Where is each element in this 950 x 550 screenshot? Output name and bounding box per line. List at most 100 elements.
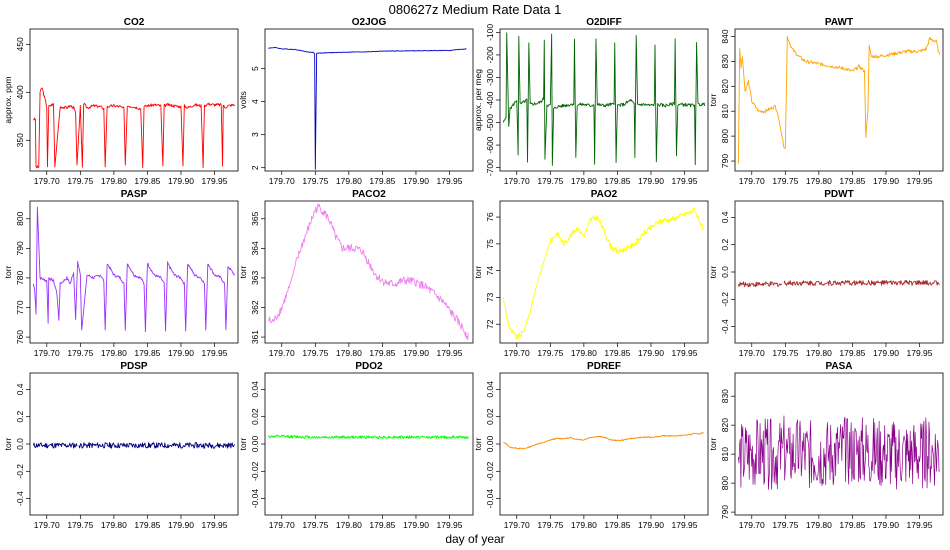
figure-xlabel: day of year [445,532,504,546]
y-axis-label: torr [238,265,248,278]
x-tick-label: 179.80 [101,520,127,530]
y-axis-label: torr [238,437,248,450]
x-tick-label: 179.95 [907,348,933,358]
y-tick-label: 830 [720,54,730,68]
y-tick-label: 0.4 [720,211,730,223]
panel-title: PDREF [587,361,621,372]
plot-frame [734,28,944,172]
x-tick-label: 179.70 [34,520,60,530]
panel-title: O2DIFF [586,17,622,28]
y-tick-label: 800 [15,211,25,225]
y-tick-label: 72 [485,319,495,329]
x-tick-label: 179.95 [437,348,463,358]
y-tick-label: 800 [720,476,730,490]
x-tick-label: 179.95 [202,176,228,186]
y-tick-label: 0.00 [250,435,260,452]
x-tick-label: 179.85 [134,520,160,530]
y-tick-label: -0.2 [720,292,730,307]
x-tick-label: 179.75 [537,348,563,358]
x-tick-label: 179.80 [101,348,127,358]
x-tick-label: 179.85 [369,520,395,530]
x-tick-label: 179.95 [672,176,698,186]
y-tick-label: 780 [15,271,25,285]
x-tick-label: 179.75 [302,348,328,358]
panel-pdwt: PDWT 179.70 179.75 179.80 179.85 179.90 179.95… [708,189,944,358]
x-tick-label: 179.85 [134,348,160,358]
y-axis-label: volts [238,91,248,108]
x-tick-label: 179.75 [537,176,563,186]
y-tick-label: 820 [720,79,730,93]
y-tick-label: -500 [485,114,495,131]
panel-title: PDWT [824,189,853,200]
panel-pdo2: PDO2 179.70 179.75 179.80 179.85 179.90 179.95… [238,361,474,530]
series-line-pasa-1 [782,415,790,481]
x-tick-label: 179.80 [101,176,127,186]
panel-title: PDSP [120,361,148,372]
y-axis-label: torr [473,265,483,278]
y-axis-label: torr [473,437,483,450]
series-line-co2-0 [33,87,236,169]
y-tick-label: -100 [485,24,495,41]
y-tick-label: -0.4 [15,491,25,506]
series-line-pdwt-1 [783,279,940,286]
figure-title: 080627z Medium Rate Data 1 [389,2,562,17]
x-tick-label: 179.70 [504,520,530,530]
plot-frame [29,28,239,172]
y-tick-label: 361 [250,330,260,344]
x-tick-label: 179.70 [504,348,530,358]
series-line-o2jog-0 [268,46,467,170]
panel-o2diff: O2DIFF 179.70 179.75 179.80 179.85 179.90 179.… [473,17,709,186]
x-tick-label: 179.95 [672,520,698,530]
y-tick-label: 363 [250,271,260,285]
y-axis-label: approx. per meg [473,69,483,131]
x-tick-label: 179.90 [403,176,429,186]
y-tick-label: 3 [250,132,260,137]
x-tick-label: 179.70 [504,176,530,186]
panel-title: PASA [825,361,852,372]
y-tick-label: 770 [15,300,25,314]
series-line-pdo2-0 [268,434,469,440]
y-tick-label: 2 [250,165,260,170]
x-tick-label: 179.90 [873,348,899,358]
y-tick-label: 5 [250,66,260,71]
y-tick-label: 4 [250,99,260,104]
x-tick-label: 179.80 [571,520,597,530]
panel-pao2: PAO2 179.70 179.75 179.80 179.85 179.90 179.95… [473,189,709,358]
y-tick-label: 800 [720,129,730,143]
series-line-paco2-0 [267,203,469,341]
y-axis-label: torr [3,437,13,450]
x-tick-label: 179.85 [839,176,865,186]
x-tick-label: 179.75 [537,520,563,530]
x-tick-label: 179.85 [604,348,630,358]
x-tick-label: 179.90 [873,176,899,186]
panel-title: O2JOG [352,17,387,28]
panel-pasa: PASA 179.70 179.75 179.80 179.85 179.90 179.95… [708,361,944,530]
y-tick-label: 350 [15,133,25,147]
y-tick-label: 0.04 [485,381,495,398]
panel-co2: CO2 179.70 179.75 179.80 179.85 179.90 179.95 3… [3,17,239,186]
y-axis-label: torr [708,265,718,278]
x-tick-label: 179.80 [336,520,362,530]
y-tick-label: 364 [250,241,260,255]
panel-title: CO2 [124,17,145,28]
y-tick-label: 0.02 [250,408,260,425]
plot-frame [264,372,474,516]
panel-pawt: PAWT 179.70 179.75 179.80 179.85 179.90 179.95… [708,17,944,186]
y-tick-label: 790 [720,505,730,519]
series-line-pasa-2 [789,416,940,490]
series-line-pdref-0 [503,431,704,450]
y-tick-label: 0.0 [720,266,730,278]
x-tick-label: 179.75 [67,348,93,358]
x-tick-label: 179.95 [437,176,463,186]
x-tick-label: 179.90 [403,520,429,530]
x-tick-label: 179.75 [67,520,93,530]
x-tick-label: 179.95 [672,348,698,358]
plot-frame [734,200,944,344]
y-tick-label: 0.2 [15,411,25,423]
plot-frame [29,200,239,344]
y-tick-label: 0.02 [485,408,495,425]
x-tick-label: 179.90 [168,176,194,186]
x-tick-label: 179.90 [638,520,664,530]
y-axis-label: approx. ppm [3,76,13,123]
